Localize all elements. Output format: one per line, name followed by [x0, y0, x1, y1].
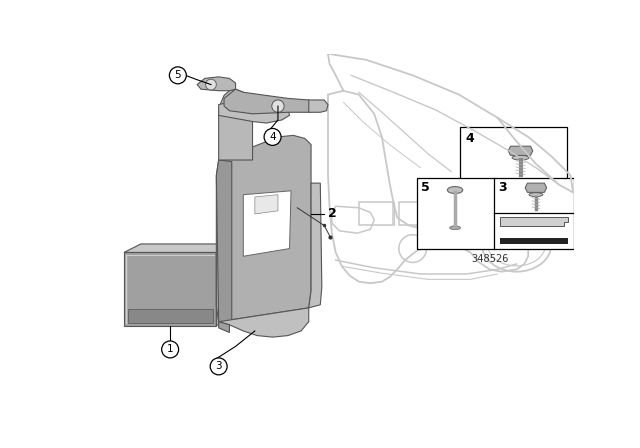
- Text: 5: 5: [421, 181, 430, 194]
- Polygon shape: [525, 183, 547, 192]
- Ellipse shape: [512, 155, 529, 160]
- Ellipse shape: [450, 226, 460, 230]
- Polygon shape: [255, 195, 278, 214]
- Bar: [500, 238, 568, 244]
- Circle shape: [170, 67, 186, 84]
- Polygon shape: [308, 100, 328, 112]
- Polygon shape: [219, 89, 253, 160]
- Circle shape: [210, 358, 227, 375]
- Bar: [417, 178, 575, 249]
- Circle shape: [205, 79, 216, 90]
- Polygon shape: [216, 244, 234, 326]
- Circle shape: [272, 100, 284, 112]
- Polygon shape: [216, 160, 232, 325]
- Polygon shape: [243, 191, 291, 256]
- Text: 3: 3: [215, 362, 222, 371]
- Ellipse shape: [529, 193, 543, 197]
- Text: 1: 1: [167, 345, 173, 354]
- Text: 4: 4: [269, 132, 276, 142]
- Polygon shape: [216, 135, 311, 322]
- Circle shape: [162, 341, 179, 358]
- Circle shape: [264, 129, 281, 146]
- Ellipse shape: [447, 186, 463, 194]
- Polygon shape: [224, 89, 320, 114]
- Polygon shape: [219, 308, 308, 337]
- Polygon shape: [500, 217, 568, 226]
- Bar: [460, 127, 566, 179]
- Text: 3: 3: [498, 181, 507, 194]
- Text: 348526: 348526: [471, 254, 508, 264]
- Polygon shape: [219, 322, 230, 332]
- Polygon shape: [219, 99, 289, 123]
- Polygon shape: [508, 146, 533, 155]
- Text: 4: 4: [465, 132, 474, 145]
- Text: 5: 5: [175, 70, 181, 80]
- Polygon shape: [124, 252, 216, 326]
- Text: 2: 2: [328, 207, 337, 220]
- Polygon shape: [308, 183, 322, 308]
- Polygon shape: [124, 244, 234, 252]
- Polygon shape: [197, 77, 236, 91]
- Bar: [128, 310, 212, 323]
